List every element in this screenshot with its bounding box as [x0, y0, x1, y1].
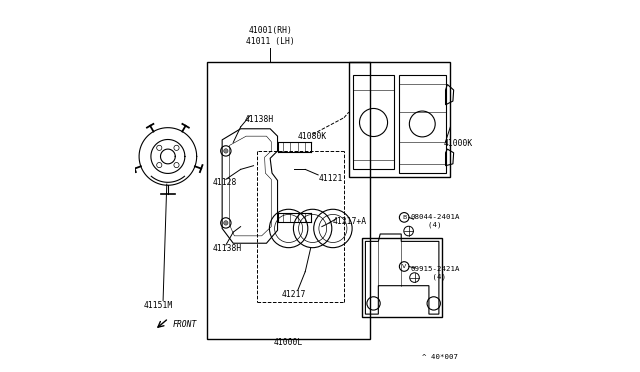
Text: 08044-2401A
    (4): 08044-2401A (4) [410, 214, 460, 228]
Text: 41217+A: 41217+A [333, 217, 367, 225]
Bar [362, 238, 442, 317]
Text: 41138H: 41138H [244, 115, 273, 124]
Text: 41128: 41128 [213, 178, 237, 187]
Text: 41001(RH)
41011 (LH): 41001(RH) 41011 (LH) [246, 26, 294, 46]
Text: 09915-2421A
     (4): 09915-2421A (4) [410, 266, 460, 279]
Text: 41217: 41217 [282, 291, 307, 299]
Text: 41151M: 41151M [144, 301, 173, 311]
Text: 41121: 41121 [318, 174, 342, 183]
Circle shape [223, 221, 228, 225]
Text: 41000K: 41000K [444, 139, 473, 148]
Bar [207, 62, 370, 339]
Text: FRONT: FRONT [172, 320, 196, 329]
Text: ^ 40*007: ^ 40*007 [422, 353, 458, 360]
Text: B: B [402, 215, 406, 220]
Text: 41080K: 41080K [298, 132, 327, 141]
Circle shape [223, 149, 228, 153]
Bar [349, 62, 451, 177]
Text: 41000L: 41000L [274, 339, 303, 347]
Text: V: V [402, 264, 406, 269]
Text: 41138H: 41138H [213, 244, 242, 253]
